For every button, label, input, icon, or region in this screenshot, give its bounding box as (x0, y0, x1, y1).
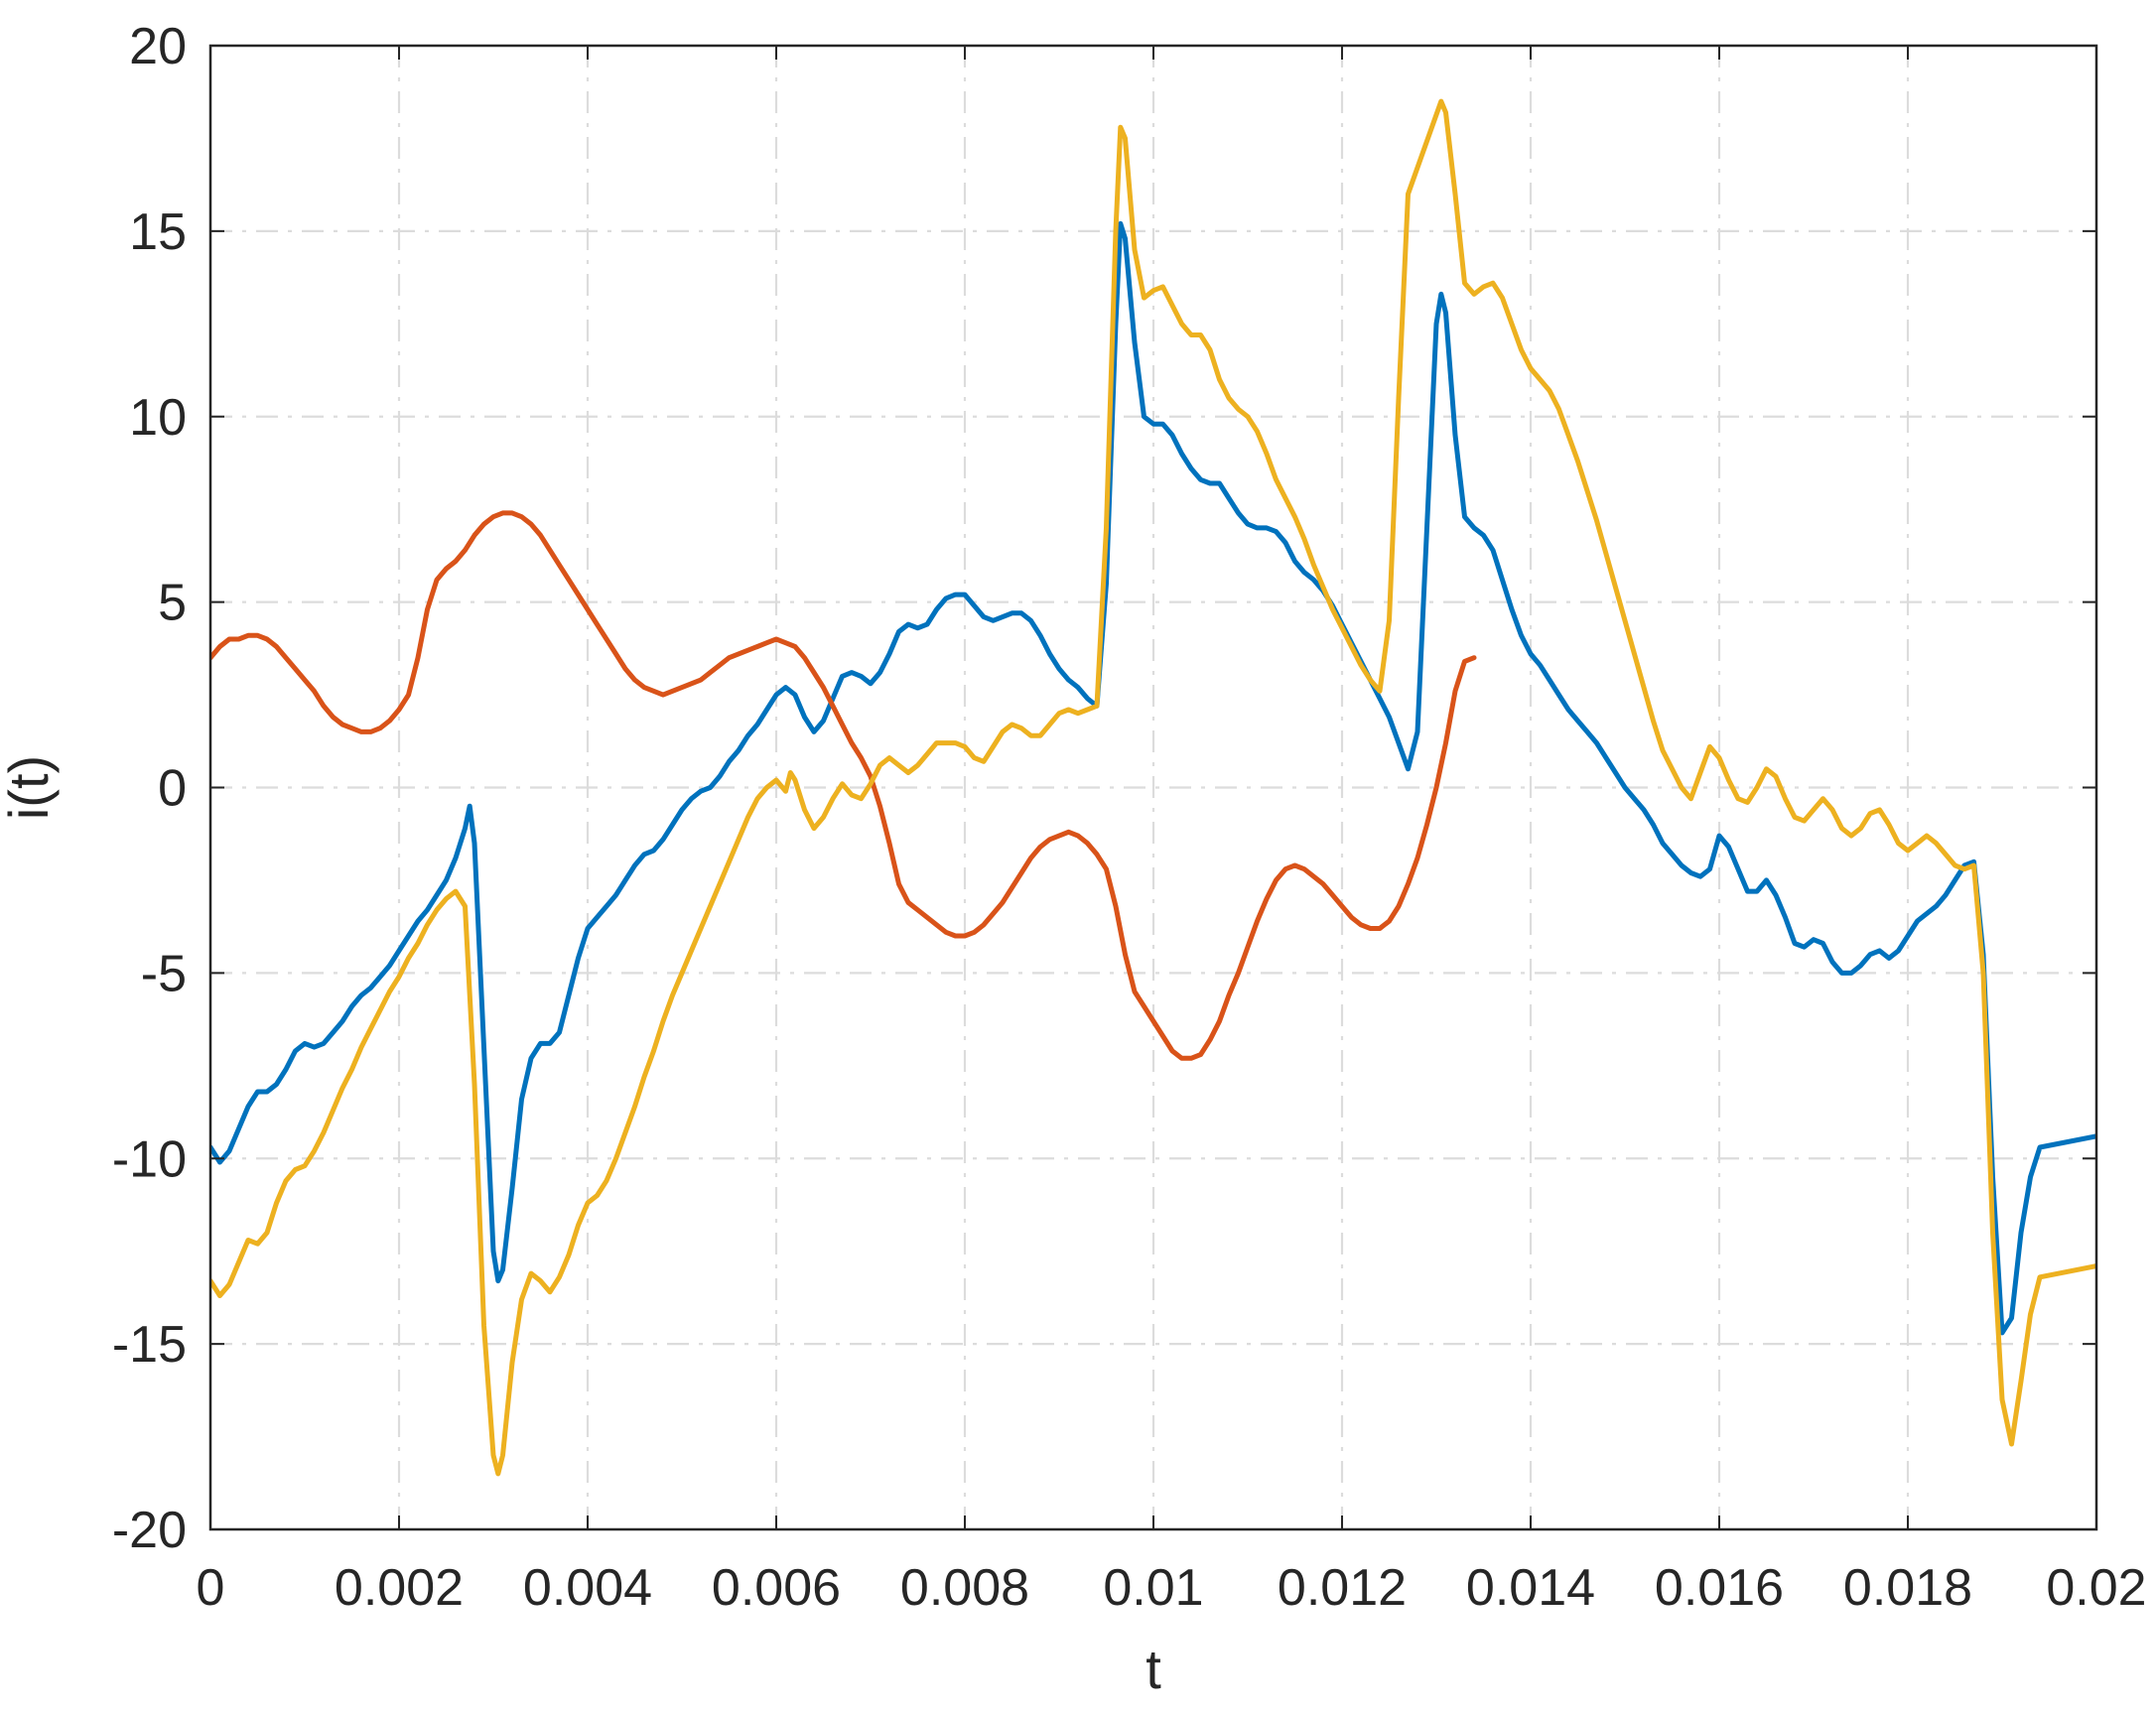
x-tick-label: 0.012 (1278, 1559, 1407, 1617)
x-tick-label: 0.02 (2046, 1559, 2146, 1617)
y-tick-label: 15 (129, 203, 187, 261)
y-tick-label: 0 (158, 760, 187, 818)
x-tick-label: 0.004 (523, 1559, 652, 1617)
x-tick-label: 0.016 (1655, 1559, 1784, 1617)
y-tick-label: 5 (158, 575, 187, 632)
y-tick-label: 20 (129, 18, 187, 75)
y-tick-label: -20 (112, 1502, 187, 1559)
axis-ticks: 0 0.002 0.004 0.006 0.008 0.01 0.012 0.014 0.016… (112, 18, 2147, 1617)
x-tick-label: 0.006 (712, 1559, 841, 1617)
y-tick-label: -5 (141, 945, 187, 1002)
y-axis-label: i(t) (0, 755, 60, 820)
x-tick-label: 0.008 (900, 1559, 1029, 1617)
series-line-3 (210, 98, 2096, 1477)
x-tick-label: 0.014 (1466, 1559, 1595, 1617)
x-tick-label: 0.018 (1843, 1559, 1972, 1617)
x-tick-label: 0 (197, 1559, 225, 1617)
series-line-1 (210, 220, 2096, 1336)
series-lines (210, 98, 2096, 1477)
x-tick-label: 0.01 (1103, 1559, 1203, 1617)
y-tick-label: -15 (112, 1316, 187, 1374)
y-tick-label: 10 (129, 389, 187, 447)
y-tick-label: -10 (112, 1130, 187, 1188)
x-tick-label: 0.002 (335, 1559, 464, 1617)
x-axis-label: t (1145, 1638, 1161, 1700)
series-line-2 (210, 510, 1477, 1061)
